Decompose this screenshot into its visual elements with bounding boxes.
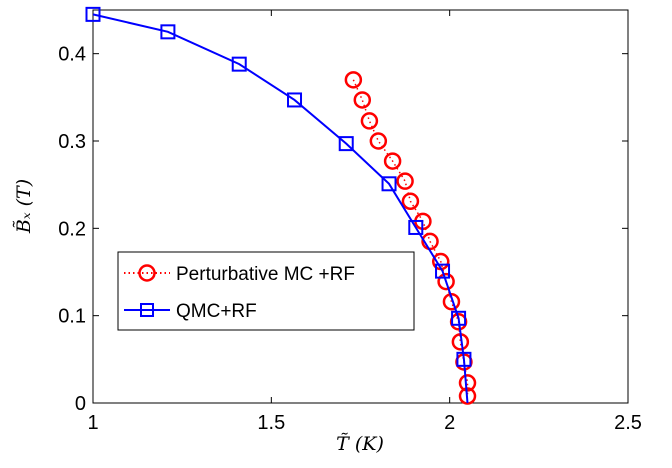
perturbative-point-1 (353, 91, 372, 109)
legend-label-qmc: QMC+RF (176, 301, 257, 322)
y-tick-label-1: 0.1 (58, 306, 86, 328)
perturbative-point-5 (396, 172, 414, 190)
x-tick-label-2: 2 (444, 412, 455, 434)
legend-marker-perturbative (138, 264, 156, 282)
perturbative-point-2 (360, 112, 379, 130)
perturbative-point-3 (369, 132, 388, 150)
x-tick-label-1: 1.5 (257, 412, 285, 434)
qmc-point-2 (231, 56, 247, 72)
y-tick-label-0: 0 (75, 393, 86, 415)
x-tick-label-0: 1 (87, 412, 98, 434)
perturbative-point-0 (344, 71, 363, 89)
y-axis-label: B̃ₓ (T) (13, 179, 35, 234)
perturbative-point-15 (458, 374, 477, 392)
perturbative-point-4 (383, 152, 402, 170)
y-tick-label-2: 0.2 (58, 218, 86, 240)
perturbative-point-11 (442, 292, 461, 311)
y-tick-label-3: 0.3 (58, 131, 86, 153)
x-tick-label-3: 2.5 (614, 412, 642, 434)
perturbative-point-16 (458, 387, 477, 405)
qmc-point-7 (435, 263, 451, 279)
perturbative-point-10 (437, 272, 455, 291)
qmc-point-1 (160, 24, 176, 40)
qmc-point-4 (338, 136, 354, 152)
qmc-point-9 (456, 351, 472, 367)
qmc-point-6 (408, 219, 424, 235)
x-axis-label: T̃ (K) (336, 433, 384, 455)
perturbative-point-6 (401, 192, 420, 211)
qmc-point-5 (381, 176, 397, 192)
legend: Perturbative MC +RF QMC+RF (117, 251, 415, 331)
data-series (85, 6, 477, 405)
qmc-point-8 (451, 310, 467, 326)
y-tick-label-4: 0.4 (58, 44, 86, 66)
qmc-point-3 (287, 92, 303, 108)
plot-area (92, 9, 629, 404)
qmc-series-line (92, 13, 469, 404)
axis-ticks: 1 1.5 2 2.5 0 0.1 0.2 0.3 0.4 (58, 10, 642, 434)
qmc-point-0 (85, 6, 101, 22)
legend-label-perturbative: Perturbative MC +RF (176, 264, 355, 285)
legend-marker-qmc (140, 303, 154, 317)
legend-box (117, 251, 415, 331)
